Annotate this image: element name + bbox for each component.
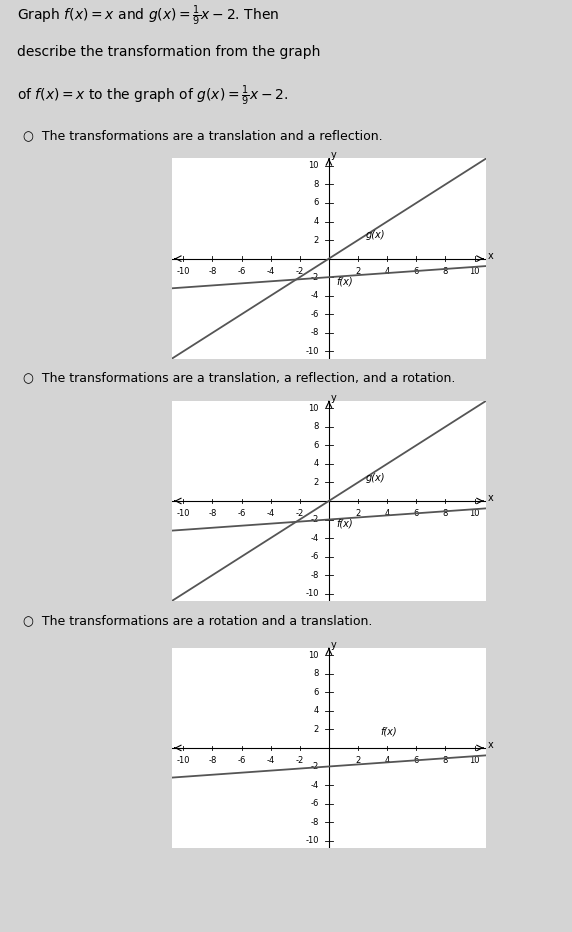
- Text: -4: -4: [267, 267, 275, 276]
- Text: -2: -2: [296, 267, 304, 276]
- Text: -6: -6: [311, 799, 319, 808]
- Text: 4: 4: [384, 267, 390, 276]
- Text: 6: 6: [313, 688, 319, 697]
- Text: -6: -6: [311, 309, 319, 319]
- Text: y: y: [331, 639, 336, 650]
- Text: g(x): g(x): [366, 473, 385, 483]
- Text: f(x): f(x): [336, 519, 353, 529]
- Text: x: x: [488, 740, 494, 750]
- Text: describe the transformation from the graph: describe the transformation from the gra…: [17, 46, 320, 60]
- Text: -2: -2: [296, 509, 304, 518]
- Text: -10: -10: [177, 756, 190, 765]
- Text: x: x: [488, 493, 494, 503]
- Text: of $f(x) = x$ to the graph of $g(x) = \frac{1}{9}x - 2$.: of $f(x) = x$ to the graph of $g(x) = \f…: [17, 84, 289, 108]
- Text: 10: 10: [308, 404, 319, 413]
- Text: 8: 8: [313, 669, 319, 678]
- Text: -6: -6: [311, 552, 319, 561]
- Text: 2: 2: [355, 267, 361, 276]
- Text: -8: -8: [311, 817, 319, 827]
- Text: 2: 2: [313, 725, 319, 733]
- Text: -4: -4: [311, 780, 319, 789]
- Text: -10: -10: [305, 589, 319, 598]
- Text: 2: 2: [313, 478, 319, 487]
- Text: 8: 8: [313, 180, 319, 189]
- Text: 4: 4: [384, 509, 390, 518]
- Text: 8: 8: [443, 756, 448, 765]
- Text: 6: 6: [414, 509, 419, 518]
- Text: 8: 8: [443, 267, 448, 276]
- Text: 4: 4: [384, 756, 390, 765]
- Text: -8: -8: [311, 570, 319, 580]
- Text: ○  The transformations are a translation and a reflection.: ○ The transformations are a translation …: [23, 130, 383, 142]
- Text: x: x: [488, 251, 494, 261]
- Text: -6: -6: [237, 756, 246, 765]
- Text: 10: 10: [308, 161, 319, 171]
- Text: 4: 4: [313, 459, 319, 469]
- Text: 6: 6: [414, 267, 419, 276]
- Text: Graph $f(x) = x$ and $g(x) = \frac{1}{9}x - 2$. Then: Graph $f(x) = x$ and $g(x) = \frac{1}{9}…: [17, 4, 279, 28]
- Text: ○  The transformations are a translation, a reflection, and a rotation.: ○ The transformations are a translation,…: [23, 372, 455, 384]
- Text: -2: -2: [311, 273, 319, 281]
- Text: -4: -4: [311, 533, 319, 542]
- Text: 10: 10: [469, 756, 480, 765]
- Text: -8: -8: [208, 267, 217, 276]
- Text: 2: 2: [355, 756, 361, 765]
- Text: -2: -2: [296, 756, 304, 765]
- Text: 10: 10: [308, 651, 319, 660]
- Text: 4: 4: [313, 706, 319, 716]
- Text: g(x): g(x): [366, 230, 385, 240]
- Text: 6: 6: [414, 756, 419, 765]
- Text: 8: 8: [443, 509, 448, 518]
- Text: -2: -2: [311, 515, 319, 524]
- Text: -10: -10: [305, 347, 319, 356]
- Text: 10: 10: [469, 267, 480, 276]
- Text: y: y: [331, 392, 336, 403]
- Text: -8: -8: [208, 756, 217, 765]
- Text: -10: -10: [177, 509, 190, 518]
- Text: ○  The transformations are a rotation and a translation.: ○ The transformations are a rotation and…: [23, 614, 372, 626]
- Text: -4: -4: [267, 756, 275, 765]
- Text: 2: 2: [313, 236, 319, 244]
- Text: 4: 4: [313, 217, 319, 226]
- Text: 10: 10: [469, 509, 480, 518]
- Text: -2: -2: [311, 762, 319, 771]
- Text: f(x): f(x): [380, 726, 396, 736]
- Text: 6: 6: [313, 441, 319, 450]
- Text: -4: -4: [311, 291, 319, 300]
- Text: -6: -6: [237, 509, 246, 518]
- Text: -8: -8: [208, 509, 217, 518]
- Text: 2: 2: [355, 509, 361, 518]
- Text: y: y: [331, 150, 336, 160]
- Text: f(x): f(x): [336, 277, 353, 287]
- Text: -4: -4: [267, 509, 275, 518]
- Text: -10: -10: [177, 267, 190, 276]
- Text: 6: 6: [313, 199, 319, 208]
- Text: -10: -10: [305, 836, 319, 845]
- Text: -8: -8: [311, 328, 319, 337]
- Text: 8: 8: [313, 422, 319, 432]
- Text: -6: -6: [237, 267, 246, 276]
